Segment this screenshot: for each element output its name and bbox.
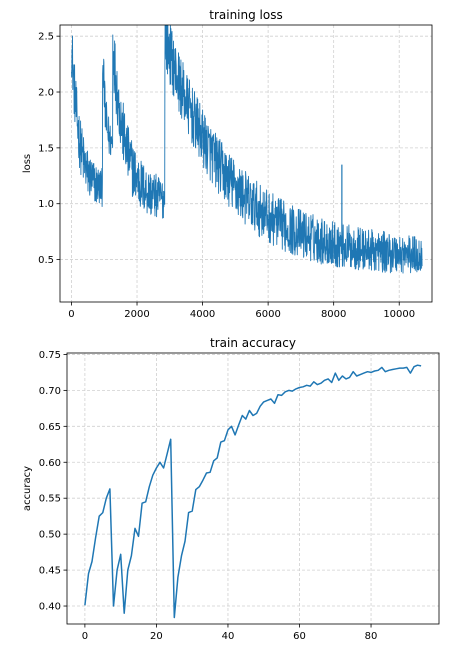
y-tick-label: 0.40 xyxy=(39,602,61,613)
y-tick-label: 0.60 xyxy=(39,458,61,469)
x-tick-label: 2000 xyxy=(124,309,149,320)
y-axis-label: loss xyxy=(22,154,33,173)
y-tick-label: 0.70 xyxy=(39,386,61,397)
accuracy-series-line xyxy=(84,364,422,619)
x-tick-label: 60 xyxy=(293,631,306,642)
chart-0: 0 2000 4000 6000 8000 10000 0.5 1.0 1.5 2.0 2.5 tra… xyxy=(22,8,433,320)
chart-1: 0 20 40 60 80 0.40 0.45 0.50 0.55 0.60 0.65 0.70 0.7… xyxy=(22,336,440,642)
chart-title: train accuracy xyxy=(210,336,296,350)
y-tick-label: 2.0 xyxy=(38,88,54,99)
y-tick-label: 1.5 xyxy=(38,143,54,154)
x-tick-label: 80 xyxy=(365,631,378,642)
chart-title: training loss xyxy=(209,8,282,22)
x-tick-label: 4000 xyxy=(190,309,215,320)
y-tick-label: 0.50 xyxy=(39,530,61,541)
loss-series-line xyxy=(71,25,423,274)
y-axis-label: accuracy xyxy=(22,466,33,511)
x-tick-label: 6000 xyxy=(255,309,280,320)
x-tick-label: 0 xyxy=(68,309,74,320)
x-tick-label: 20 xyxy=(150,631,163,642)
plot-frame xyxy=(59,24,433,303)
y-tick-label: 0.75 xyxy=(39,350,61,361)
plot-frame xyxy=(66,352,440,625)
y-tick-label: 0.5 xyxy=(38,255,54,266)
y-tick-label: 0.45 xyxy=(39,566,61,577)
y-tick-label: 0.55 xyxy=(39,494,61,505)
x-tick-label: 0 xyxy=(82,631,88,642)
x-tick-label: 8000 xyxy=(321,309,346,320)
x-tick-label: 10000 xyxy=(383,309,415,320)
x-tick-label: 40 xyxy=(222,631,235,642)
y-tick-label: 2.5 xyxy=(38,32,54,43)
y-tick-label: 1.0 xyxy=(38,199,54,210)
y-tick-label: 0.65 xyxy=(39,422,61,433)
